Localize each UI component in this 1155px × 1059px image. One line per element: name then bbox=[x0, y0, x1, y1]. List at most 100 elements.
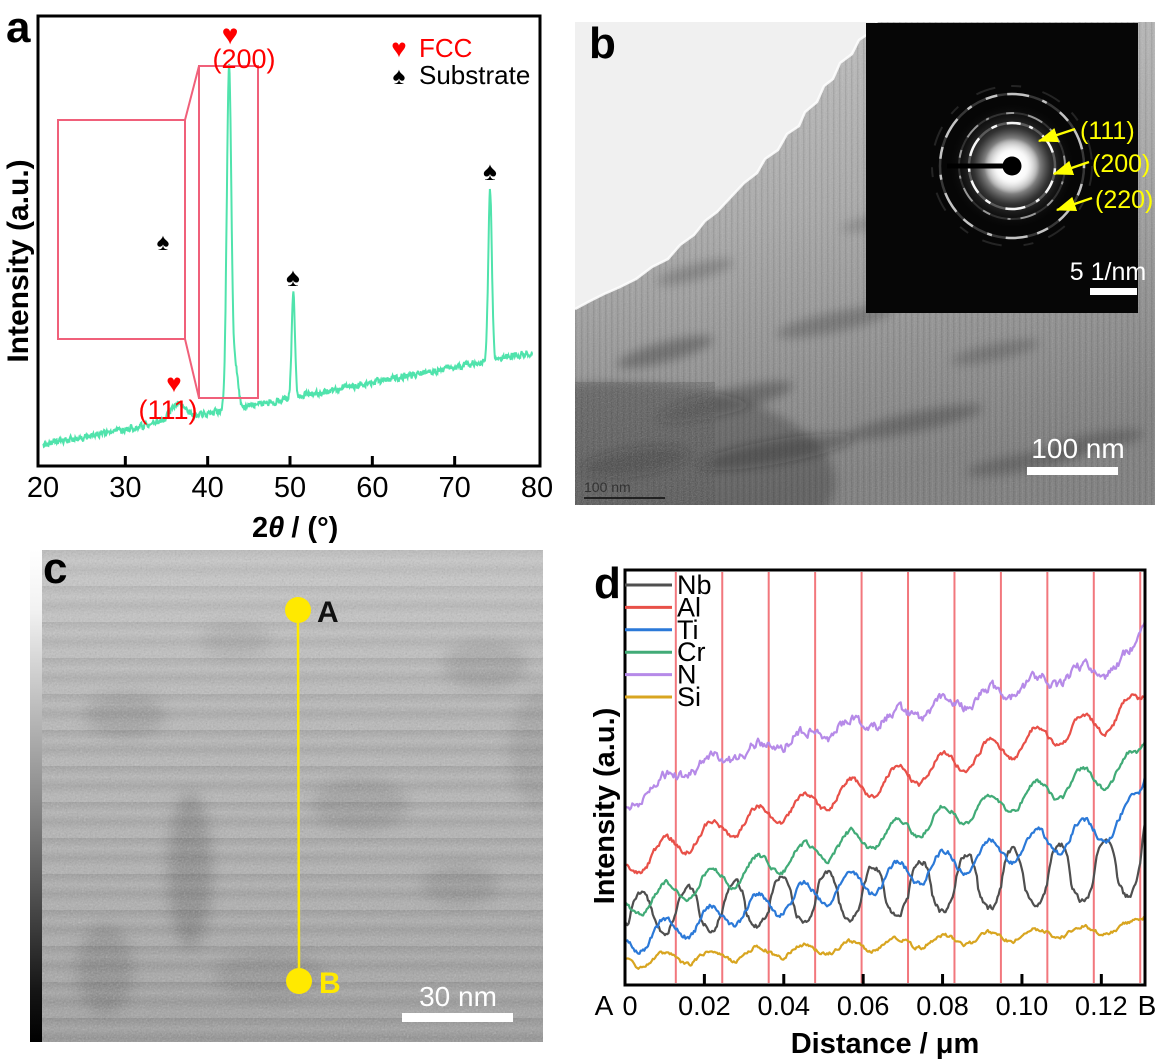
eds-curve-N bbox=[626, 620, 1144, 811]
arrow-111 bbox=[1037, 127, 1076, 143]
line-scan-annotation: A B bbox=[285, 596, 341, 1000]
x-tick-label: 0.02 bbox=[678, 991, 731, 1021]
x-tick-label: 0.08 bbox=[916, 991, 969, 1021]
legend-heart-icon: ♥ bbox=[391, 33, 406, 63]
eds-curve-Nb bbox=[626, 821, 1144, 937]
zoom-callout-source-box bbox=[198, 65, 259, 399]
saed-scale-bar bbox=[1090, 288, 1137, 295]
granular-region-shade bbox=[575, 382, 715, 505]
point-a-marker bbox=[285, 597, 311, 623]
legend-label-Nb: Nb bbox=[677, 570, 712, 600]
point-b-marker bbox=[286, 968, 312, 994]
saed-scale-text: 5 1/nm bbox=[1070, 258, 1146, 286]
substrate-spade-icon: ♠ bbox=[157, 229, 170, 256]
substrate-spade-icon: ♠ bbox=[483, 156, 497, 186]
x-axis-title-2: 2 bbox=[252, 512, 268, 544]
legend-label-substrate: Substrate bbox=[419, 60, 530, 90]
eds-series-curves bbox=[626, 620, 1144, 970]
ring-arrows bbox=[1037, 127, 1093, 212]
vacuum-region bbox=[575, 22, 877, 309]
x-tick-label: 40 bbox=[192, 472, 224, 504]
image-noise bbox=[42, 550, 543, 1042]
fcc-heart-icon: ♥ bbox=[222, 19, 239, 50]
substrate-spade-icon: ♠ bbox=[286, 262, 300, 292]
endpoint-label-b: B bbox=[1138, 990, 1155, 1021]
point-b-label: B bbox=[319, 967, 341, 1000]
embedded-scale-text: 100 nm bbox=[584, 479, 631, 495]
legend-label-Cr: Cr bbox=[677, 637, 706, 667]
x-axis-tick-labels: 0 0.02 0.04 0.06 0.08 0.10 0.12 bbox=[622, 991, 1127, 1021]
specimen-edge bbox=[575, 22, 879, 311]
x-axis-ticks bbox=[123, 456, 457, 466]
panel-b-letter: b bbox=[589, 22, 616, 68]
line-scan-path bbox=[296, 622, 301, 969]
eds-curve-Cr bbox=[626, 740, 1144, 917]
beam-stop-tip bbox=[1002, 156, 1022, 176]
x-tick-label: 0.06 bbox=[837, 991, 890, 1021]
eds-curve-Si bbox=[626, 915, 1144, 970]
granular-region bbox=[575, 382, 715, 505]
scale-bar bbox=[1027, 467, 1118, 475]
endpoint-label-a: A bbox=[595, 990, 614, 1021]
eds-curve-Ti bbox=[626, 775, 1144, 955]
panel-d-letter: d bbox=[594, 559, 621, 608]
x-axis-title: Distance / μm bbox=[791, 1028, 980, 1059]
x-axis-title-unit: / (°) bbox=[291, 512, 338, 544]
zoom-callout bbox=[57, 65, 259, 399]
ring-label-111: (111) bbox=[1080, 117, 1135, 145]
ring-label-220: (220) bbox=[1095, 186, 1153, 214]
zoom-callout-connector bbox=[184, 65, 200, 121]
panel-c-letter: c bbox=[43, 550, 67, 593]
x-tick-label: 0.12 bbox=[1075, 991, 1128, 1021]
saed-ring-outer bbox=[931, 85, 1093, 247]
saed-ring-111-arcs bbox=[967, 121, 1057, 211]
scale-bar-text: 100 nm bbox=[1031, 433, 1124, 464]
x-axis-title-theta: θ bbox=[268, 512, 284, 544]
x-tick-label: 60 bbox=[356, 472, 388, 504]
legend-label-Si: Si bbox=[677, 682, 701, 712]
saed-inset: (111) (200) (220) 5 1/nm bbox=[866, 23, 1153, 313]
x-axis-ticks bbox=[702, 974, 1103, 984]
intensity-gradient-strip bbox=[30, 550, 42, 1042]
legend-label-Ti: Ti bbox=[677, 615, 699, 645]
x-tick-label: 50 bbox=[274, 472, 306, 504]
panel-a-xrd-chart: a 20 30 40 50 60 70 80 ♥ (200) ♥ (111) ♠ ♠ ♠ ♥… bbox=[2, 3, 553, 544]
arrow-200 bbox=[1052, 160, 1090, 176]
legend-label-Al: Al bbox=[677, 592, 701, 622]
y-axis-title: Intensity (a.u.) bbox=[2, 159, 35, 362]
x-tick-label: 70 bbox=[439, 472, 471, 504]
scale-bar bbox=[402, 1013, 513, 1022]
x-tick-label: 0.04 bbox=[757, 991, 810, 1021]
ring-labels: (111) (200) (220) bbox=[1080, 117, 1153, 214]
peak-label-200: (200) bbox=[212, 44, 275, 74]
legend-label-fcc: FCC bbox=[419, 33, 472, 63]
point-a-label: A bbox=[317, 596, 339, 629]
xrd-curve bbox=[42, 63, 534, 449]
x-axis-title: 2θ / (°) bbox=[252, 512, 338, 544]
y-axis-title: Intensity (a.u.) bbox=[589, 708, 621, 905]
legend-label-N: N bbox=[677, 660, 697, 690]
scale-bar-text: 30 nm bbox=[419, 981, 497, 1012]
x-axis-tick-labels: 20 30 40 50 60 70 80 bbox=[27, 472, 553, 504]
plot-frame bbox=[623, 568, 1147, 987]
zoom-callout-magnified-box bbox=[57, 119, 186, 340]
panel-b-tem-image: b 100 nm (111) (200) bbox=[575, 22, 1155, 505]
eds-curve-Al bbox=[626, 693, 1144, 875]
fcc-heart-icon: ♥ bbox=[166, 368, 181, 398]
panel-a-letter: a bbox=[6, 3, 31, 52]
ring-label-200: (200) bbox=[1092, 150, 1150, 178]
arrow-220 bbox=[1055, 196, 1093, 212]
x-tick-label: 30 bbox=[109, 472, 141, 504]
legend-spade-icon: ♠ bbox=[393, 63, 406, 90]
zoom-callout-connector bbox=[184, 338, 200, 399]
x-tick-label: 80 bbox=[521, 472, 553, 504]
panel-d-eds-chart: d 0 0.02 0.04 0.06 0.08 0.10 0.12 NbAlTiCrNSi … bbox=[589, 559, 1155, 1059]
panel-c-stem-image: c A B 30 nm bbox=[30, 550, 543, 1042]
x-tick-label: 0 bbox=[622, 991, 637, 1021]
peak-label-111: (111) bbox=[138, 395, 197, 425]
period-gridlines bbox=[674, 572, 1142, 983]
legend: ♥ FCC ♠ Substrate bbox=[391, 33, 530, 90]
x-tick-label: 20 bbox=[27, 472, 59, 504]
